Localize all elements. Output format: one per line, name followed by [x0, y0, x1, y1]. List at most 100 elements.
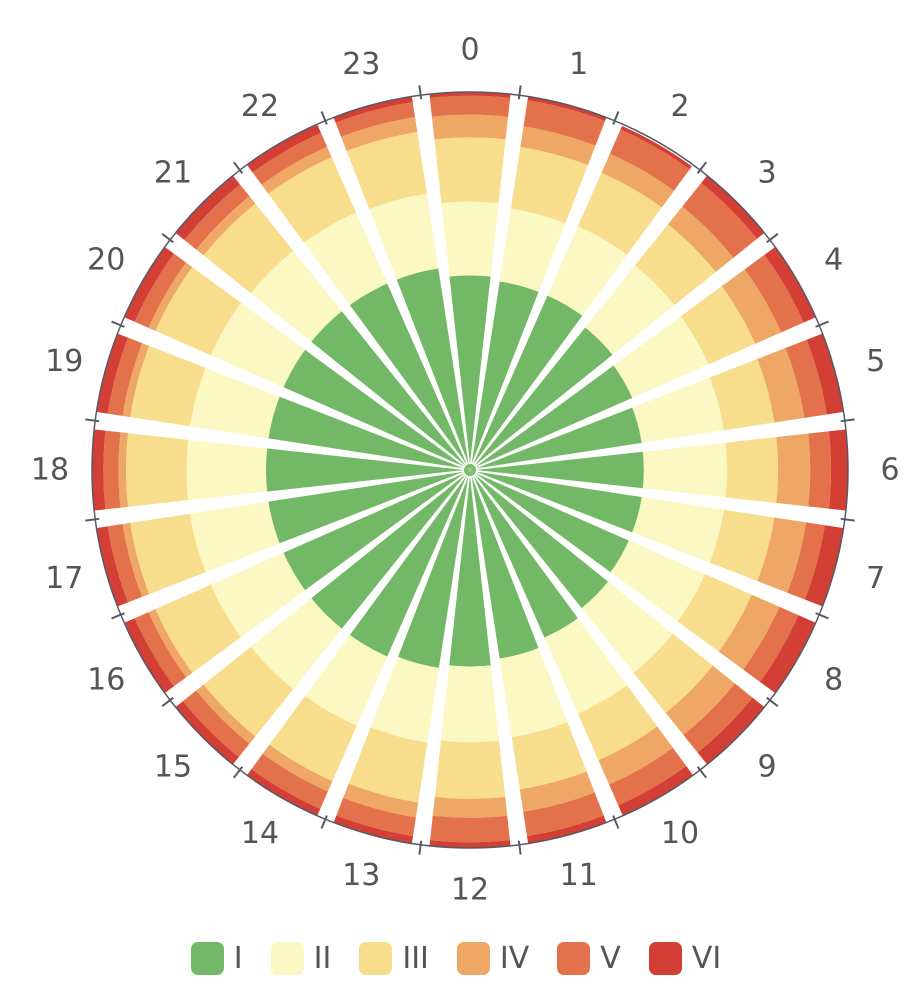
- bar-hour-8-V: [738, 599, 802, 689]
- legend-item-IV: IV: [456, 941, 529, 976]
- angular-tick: [766, 233, 779, 244]
- bar-hour-5-VI: [803, 325, 845, 423]
- bar-hour-14-V: [244, 748, 336, 813]
- tick-label-hour-15: 15: [154, 749, 192, 784]
- bar-hour-0-V: [421, 95, 519, 118]
- bar-hour-7-II: [630, 492, 725, 569]
- bar-hour-8-I: [470, 470, 631, 576]
- bar-hour-17-II: [188, 496, 282, 579]
- legend-label: II: [313, 940, 332, 976]
- bar-gap: [474, 229, 781, 467]
- tick-label-hour-22: 22: [241, 89, 279, 124]
- tick-label-hour-1: 1: [569, 47, 588, 82]
- angular-tick: [418, 840, 423, 855]
- bar-hour-1-VI: [518, 95, 615, 125]
- bar-hour-6-I: [470, 447, 644, 493]
- tick-label-hour-12: 12: [451, 873, 489, 908]
- bar-hour-1-IV: [512, 125, 604, 168]
- tick-label-hour-19: 19: [45, 344, 83, 379]
- bar-hour-10-VI: [610, 760, 701, 820]
- bar-gap: [314, 475, 469, 829]
- bar-hour-4-V: [739, 247, 808, 340]
- angular-tick: [418, 85, 423, 100]
- bar-hour-16-V: [131, 604, 192, 694]
- legend-item-II: II: [270, 940, 332, 976]
- bar-hour-16-VI: [120, 610, 180, 701]
- bar-hour-19-III: [128, 338, 209, 433]
- bar-hour-14-IV: [255, 739, 340, 795]
- bar-hour-19-V: [106, 329, 146, 425]
- bar-hour-8-VI: [754, 607, 820, 701]
- bar-gap: [314, 111, 469, 465]
- bar-hour-2-I: [470, 293, 587, 470]
- bar-hour-5-IV: [754, 340, 806, 430]
- bar-hour-18-III: [126, 425, 189, 515]
- bar-hour-16-I: [281, 470, 470, 595]
- angular-axis: [85, 85, 855, 855]
- bar-hour-13-V: [328, 794, 425, 838]
- legend-swatch: [557, 941, 591, 975]
- bar-gap: [469, 88, 530, 465]
- bar-gap: [475, 314, 829, 469]
- bar-gap: [229, 159, 467, 466]
- bar-hour-23-V: [327, 100, 424, 140]
- bar-gap: [471, 111, 626, 465]
- angular-tick: [840, 517, 855, 522]
- bar-hour-11-III: [505, 719, 594, 791]
- bar-hour-13-III: [341, 724, 434, 804]
- tick-label-hour-18: 18: [31, 453, 69, 488]
- bar-gap: [111, 471, 465, 626]
- bar-hour-2-VI: [612, 122, 699, 175]
- bar-gap: [469, 475, 530, 852]
- bar-hour-5-III: [707, 352, 776, 437]
- bar-hour-17-III: [128, 507, 209, 602]
- angular-tick: [111, 320, 125, 328]
- tick-label-hour-2: 2: [670, 89, 689, 124]
- bar-hour-6-V: [807, 422, 831, 518]
- bar-hour-23-IV: [333, 115, 426, 154]
- bar-hour-12-II: [434, 664, 506, 743]
- bar-hour-20-I: [281, 345, 470, 470]
- bar-hour-2-V: [602, 126, 697, 196]
- legend-swatch: [648, 941, 682, 975]
- bar-hour-21-VI: [170, 170, 247, 247]
- angular-axis-line: [91, 91, 849, 849]
- tick-label-hour-4: 4: [824, 243, 843, 278]
- bar-hour-19-IV: [121, 335, 153, 426]
- bar-hour-12-IV: [424, 796, 516, 818]
- angular-tick: [766, 696, 779, 707]
- bar-hour-11-V: [515, 789, 612, 838]
- bar-hour-6-IV: [775, 425, 811, 515]
- bar-hour-16-IV: [145, 601, 198, 685]
- bar-hour-1-V: [515, 98, 614, 149]
- legend-swatch: [270, 941, 304, 975]
- tick-label-hour-7: 7: [866, 561, 885, 596]
- tick-label-hour-21: 21: [154, 156, 192, 191]
- angular-tick: [696, 766, 707, 779]
- bar-hour-6-II: [642, 436, 728, 504]
- bar-hour-4-IV: [717, 262, 785, 351]
- bar-hour-10-V: [601, 742, 694, 809]
- bar-hour-3-I: [470, 324, 616, 470]
- tick-label-hour-17: 17: [45, 561, 83, 596]
- bar-hour-22-V: [245, 129, 335, 190]
- angular-tick: [233, 161, 244, 174]
- bar-gap: [159, 473, 466, 711]
- bar-hour-5-V: [782, 331, 828, 426]
- tick-label-hour-20: 20: [87, 243, 125, 278]
- bar-hour-14-VI: [239, 763, 329, 820]
- bar-hour-3-V: [675, 177, 763, 265]
- legend-item-III: III: [359, 941, 429, 976]
- tick-label-hour-14: 14: [241, 816, 279, 851]
- bar-hour-13-VI: [325, 812, 422, 845]
- bar-hour-18-II: [186, 432, 268, 508]
- bar-hour-15-V: [177, 684, 256, 763]
- bar-hour-17-V: [106, 515, 146, 611]
- bar-hour-18-I: [265, 443, 470, 497]
- bar-hour-8-IV: [714, 587, 783, 676]
- bar-gap: [473, 159, 711, 466]
- bar-hour-15-VI: [170, 694, 246, 770]
- angular-tick: [815, 320, 829, 328]
- bar-hour-4-I: [470, 361, 635, 470]
